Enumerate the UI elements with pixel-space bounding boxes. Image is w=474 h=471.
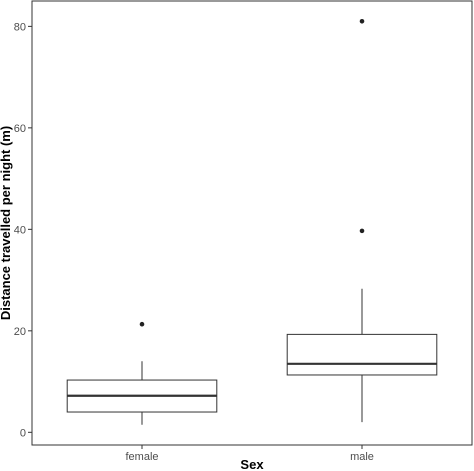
y-tick-label: 20	[14, 326, 26, 338]
outlier-point	[359, 18, 365, 24]
outlier-point	[359, 228, 365, 234]
x-axis: female male	[125, 445, 374, 463]
box-female	[66, 321, 218, 425]
box-male	[286, 18, 438, 423]
x-tick-label: female	[125, 451, 158, 463]
x-axis-title: Sex	[240, 457, 264, 471]
y-tick-label: 0	[20, 427, 26, 439]
iqr-box	[286, 333, 438, 376]
y-tick-label: 80	[14, 21, 26, 33]
y-axis-title: Distance travelled per night (m)	[0, 126, 13, 320]
boxes-layer	[66, 18, 438, 425]
x-tick-label: male	[350, 451, 374, 463]
y-axis: 0 20 40 60 80	[14, 21, 32, 439]
y-tick-label: 40	[14, 224, 26, 236]
y-tick-label: 60	[14, 123, 26, 135]
outlier-point	[139, 321, 145, 327]
plot-panel-border	[31, 0, 473, 446]
